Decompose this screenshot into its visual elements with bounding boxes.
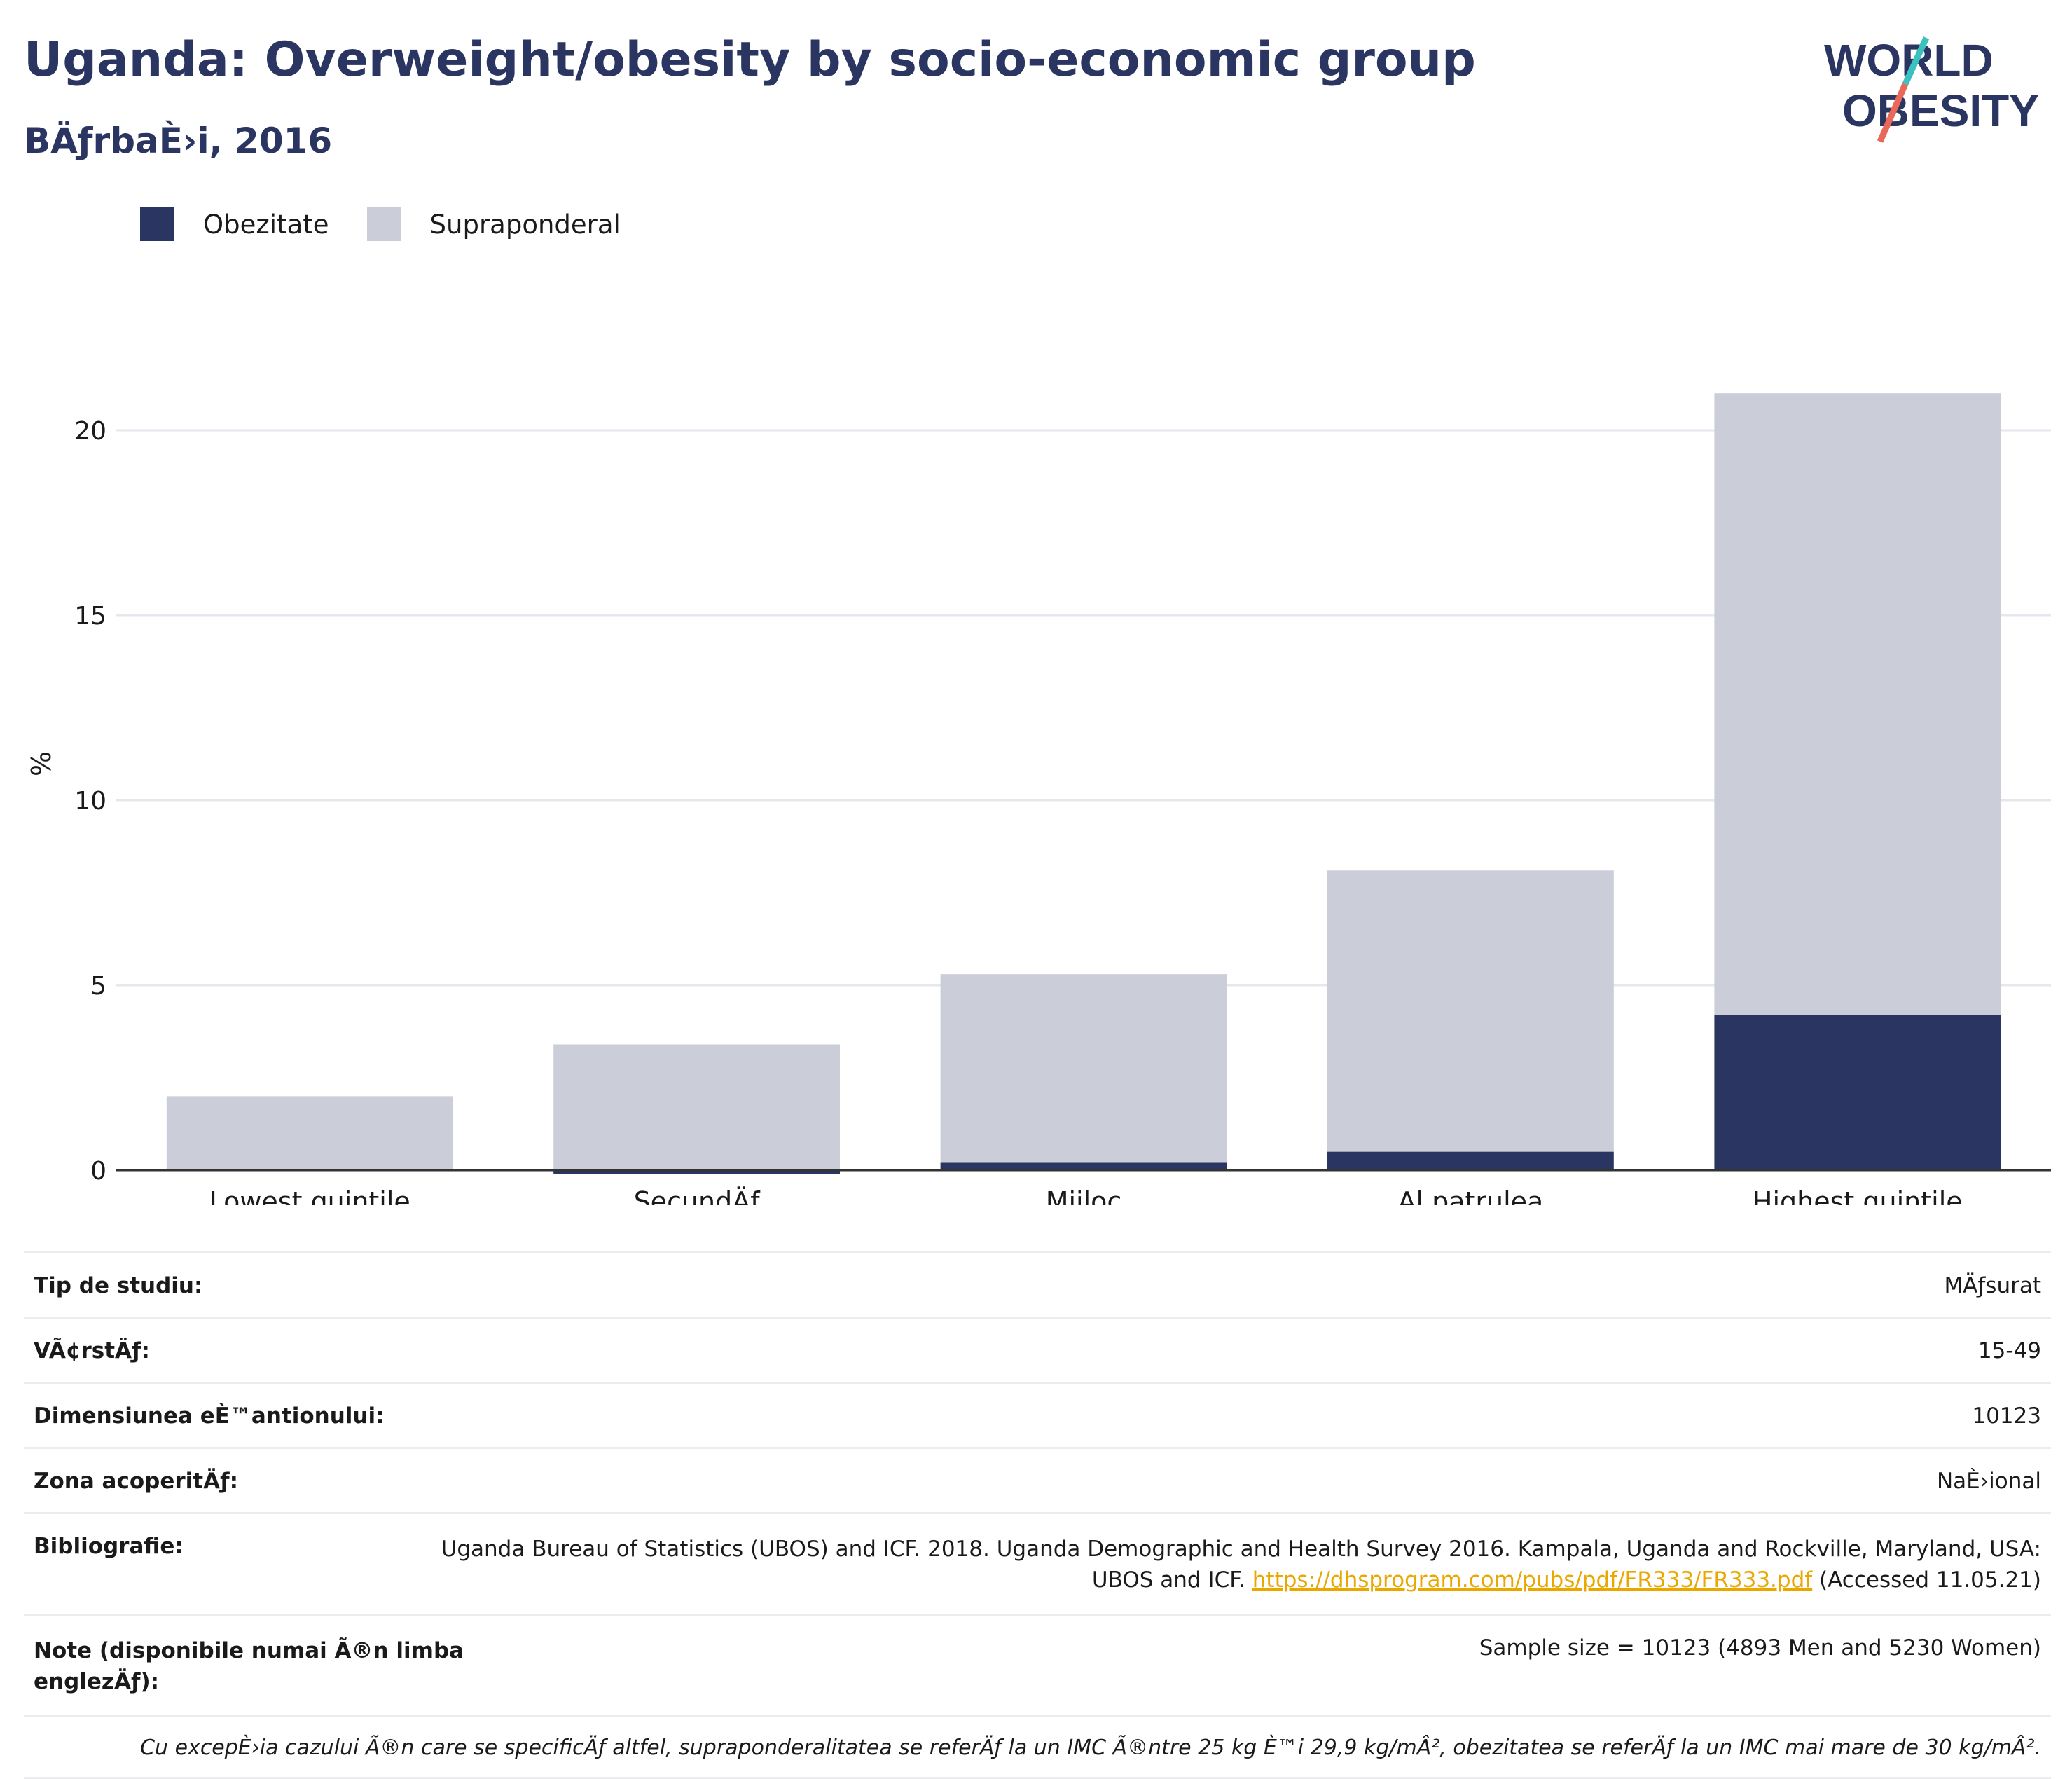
y-tick-label: 20 (74, 417, 106, 446)
legend-item-overweight[interactable]: Supraponderal (366, 207, 621, 241)
bibliography-accessed: (Accessed 11.05.21) (1812, 1567, 2041, 1593)
y-tick-label: 10 (74, 787, 106, 816)
x-tick-label: Lowest quintile (209, 1186, 410, 1205)
info-row: Dimensiunea eÈ™antionului: 10123 (24, 1382, 2051, 1447)
bar-obesity[interactable] (940, 1162, 1227, 1170)
bar-obesity[interactable] (1714, 1015, 2001, 1170)
world-obesity-logo: WORLD OBESITY (1824, 35, 2039, 143)
bar-obesity[interactable] (1327, 1151, 1614, 1170)
definition-footnote: Cu excepÈ›ia cazului Ã®n care se specifi… (24, 1715, 2051, 1779)
y-tick-label: 15 (74, 602, 106, 631)
info-value: 15-49 (1977, 1338, 2041, 1364)
legend-label-overweight: Supraponderal (429, 209, 621, 240)
info-row-notes: Note (disponibile numai Ã®n limba englez… (24, 1614, 2051, 1715)
y-axis-label: % (26, 751, 57, 776)
bar-chart: 0 5 10 15 20 Lowest quintile SecundÄƒ Mijloc Al … (26, 393, 2051, 1205)
info-row: VÃ¢rstÄƒ: 15-49 (24, 1317, 2051, 1382)
bar-overweight[interactable] (1714, 393, 2001, 1015)
x-tick-label: Highest quintile (1753, 1186, 1963, 1205)
bar-overweight[interactable] (553, 1044, 840, 1170)
bar-obesity[interactable] (553, 1170, 840, 1174)
info-row-bibliography: Bibliografie: Uganda Bureau of Statistic… (24, 1512, 2051, 1614)
info-value: 10123 (1972, 1403, 2041, 1429)
chart-subtitle: BÄƒrbaÈ›i, 2016 (24, 121, 333, 161)
logo-slash-red (1877, 83, 1909, 143)
bar-overweight[interactable] (1327, 870, 1614, 1152)
chart-title: Uganda: Overweight/obesity by socio-econ… (24, 32, 1476, 88)
logo-slash-teal (1902, 36, 1930, 85)
y-tick-label: 5 (90, 972, 106, 1001)
legend-item-obesity[interactable]: Obezitate (140, 207, 329, 241)
bar-overweight[interactable] (940, 974, 1227, 1163)
legend-label-obesity: Obezitate (203, 209, 329, 240)
bibliography-link[interactable]: https://dhsprogram.com/pubs/pdf/FR333/FR… (1252, 1567, 1813, 1593)
info-value: NaÈ›ional (1936, 1469, 2041, 1494)
bars (166, 393, 2001, 1174)
legend-swatch-obesity (140, 207, 174, 241)
bar-overweight[interactable] (166, 1096, 453, 1170)
info-label: Zona acoperitÄƒ: (34, 1469, 238, 1494)
logo-line-2: OBESITY (1842, 85, 2039, 136)
x-tick-label: Al patrulea (1397, 1186, 1543, 1205)
bibliography-text: Uganda Bureau of Statistics (UBOS) and I… (430, 1534, 2041, 1595)
info-row: Tip de studiu: MÄƒsurat (24, 1251, 2051, 1317)
info-label: Note (disponibile numai Ã®n limba englez… (34, 1638, 464, 1694)
axes: 0 5 10 15 20 Lowest quintile SecundÄƒ Mijloc Al … (74, 417, 2051, 1205)
x-tick-label: Mijloc (1046, 1186, 1122, 1205)
info-row: Zona acoperitÄƒ: NaÈ›ional (24, 1447, 2051, 1512)
x-tick-label: SecundÄƒ (634, 1186, 761, 1205)
info-label: VÃ¢rstÄƒ: (34, 1338, 150, 1364)
info-label: Bibliografie: (34, 1534, 184, 1559)
chart-legend: Obezitate Supraponderal (140, 207, 658, 241)
study-info-table: Tip de studiu: MÄƒsurat VÃ¢rstÄƒ: 15-49 Dime… (24, 1251, 2051, 1779)
info-label: Dimensiunea eÈ™antionului: (34, 1403, 385, 1429)
info-value: MÄƒsurat (1944, 1273, 2041, 1298)
info-value: Sample size = 10123 (4893 Men and 5230 W… (1479, 1635, 2041, 1661)
legend-swatch-overweight (366, 207, 401, 241)
bibliography-citation: Uganda Bureau of Statistics (UBOS) and I… (441, 1537, 2041, 1593)
y-tick-label: 0 (90, 1157, 106, 1186)
info-label: Tip de studiu: (34, 1273, 203, 1298)
